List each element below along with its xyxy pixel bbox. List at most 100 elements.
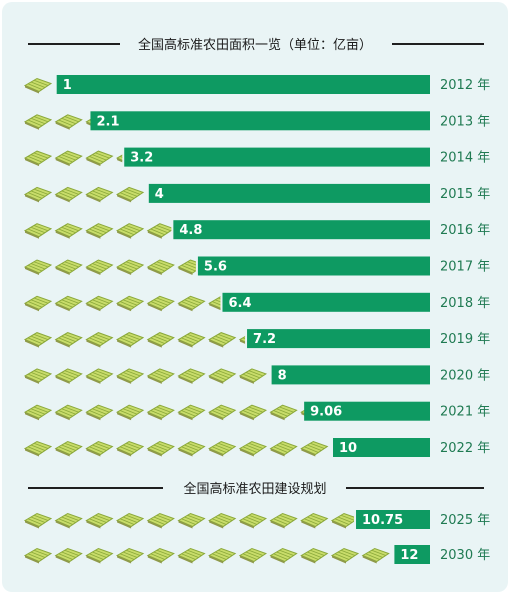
- field-furrow: [92, 226, 107, 234]
- field-furrow: [215, 516, 230, 523]
- farmland-plot-icon: [23, 259, 53, 275]
- field-furrow: [122, 226, 138, 234]
- field-furrow: [150, 373, 165, 381]
- field-furrow: [95, 261, 110, 268]
- farmland-plot-icon: [54, 259, 83, 275]
- field-furrow: [273, 410, 288, 417]
- field-furrow: [33, 442, 49, 449]
- farmland-plot-icon: [115, 368, 145, 384]
- field-furrow: [33, 297, 49, 304]
- field-edge: [147, 412, 162, 421]
- field-furrow: [64, 333, 79, 340]
- farmland-plot-icon: [23, 332, 53, 348]
- field-furrow: [27, 410, 43, 417]
- field-furrow: [64, 442, 79, 449]
- farmland-plot-icon: [238, 404, 268, 421]
- farmland-plot-icon: [115, 186, 145, 203]
- year-label: 2017 年: [440, 260, 490, 275]
- field-furrow: [27, 446, 43, 453]
- field-furrow: [153, 516, 168, 523]
- farmland-plot-icon: [146, 332, 175, 348]
- field-furrow: [95, 370, 110, 377]
- bar-value-label: 10: [339, 441, 357, 456]
- field-furrow: [33, 261, 49, 268]
- field-edge: [117, 267, 132, 275]
- farmland-plot-icon: [23, 404, 53, 421]
- bar-value-label: 5.6: [204, 260, 227, 275]
- field-furrow: [61, 263, 76, 270]
- farmland-plot-icon: [269, 404, 298, 421]
- field-furrow: [33, 514, 49, 521]
- field-furrow: [340, 514, 355, 521]
- field-furrow: [125, 333, 141, 340]
- field-furrow: [30, 190, 46, 197]
- field-furrow: [61, 408, 76, 415]
- field-furrow: [212, 446, 227, 453]
- farmland-plot-icon: [115, 332, 145, 348]
- field-edge: [301, 555, 316, 564]
- field-furrow: [119, 228, 135, 236]
- data-bar-main-7: [247, 329, 430, 349]
- bar-value-label: 7.2: [253, 332, 276, 347]
- farmland-plot-icon: [238, 440, 268, 457]
- field-edge: [25, 194, 39, 203]
- field-edge: [239, 448, 254, 457]
- field-furrow: [337, 551, 353, 558]
- field-furrow: [187, 261, 196, 266]
- year-label: 2012 年: [440, 78, 490, 93]
- field-furrow: [33, 370, 49, 377]
- field-furrow: [153, 226, 168, 234]
- field-edge: [25, 448, 39, 457]
- farmland-plot-icon: [54, 512, 83, 529]
- year-label: 2025 年: [440, 513, 490, 528]
- field-furrow: [119, 518, 135, 525]
- field-furrow: [30, 117, 46, 125]
- field-furrow: [30, 516, 46, 523]
- field-furrow: [64, 261, 79, 268]
- field-furrow: [27, 228, 43, 236]
- bar-value-label: 4.8: [179, 223, 202, 238]
- field-furrow: [89, 518, 104, 525]
- farmland-plot-icon: [300, 440, 329, 457]
- field-furrow: [58, 553, 73, 560]
- field-furrow: [184, 263, 196, 269]
- field-furrow: [156, 225, 171, 232]
- field-furrow: [89, 410, 104, 417]
- field-furrow: [218, 549, 233, 556]
- field-furrow: [92, 408, 107, 415]
- year-label: 2015 年: [440, 187, 490, 202]
- farmland-plot-icon: [208, 404, 237, 421]
- farmland-plot-icon: [300, 512, 329, 529]
- field-furrow: [184, 299, 199, 306]
- field-furrow: [30, 372, 46, 379]
- year-label: 2018 年: [440, 296, 490, 311]
- field-furrow: [89, 337, 104, 344]
- farmland-plot-icon: [54, 440, 83, 457]
- farmland-plot-icon: [208, 332, 237, 348]
- farmland-plot-icon: [54, 223, 83, 239]
- field-furrow: [245, 408, 261, 415]
- field-furrow: [273, 446, 288, 453]
- field-furrow: [33, 79, 49, 86]
- field-furrow: [61, 190, 76, 197]
- field-furrow: [184, 444, 199, 451]
- farmland-plot-icon: [23, 295, 53, 312]
- farmland-plot-icon-partial: [208, 296, 221, 311]
- field-furrow: [187, 406, 202, 413]
- field-furrow: [89, 373, 104, 381]
- field-furrow: [61, 226, 76, 234]
- farmland-plot-icon: [115, 259, 145, 275]
- field-edge: [55, 121, 70, 130]
- field-furrow: [279, 514, 294, 521]
- field-edge: [86, 194, 101, 203]
- field-edge: [117, 448, 132, 457]
- field-furrow: [119, 446, 135, 453]
- field-furrow: [119, 192, 135, 199]
- field-furrow: [122, 516, 138, 523]
- field-furrow: [125, 370, 141, 377]
- farmland-plot-icon: [85, 512, 114, 529]
- field-furrow: [58, 518, 73, 525]
- farmland-plot-icon-partial: [177, 259, 196, 275]
- bar-value-label: 1: [63, 78, 72, 93]
